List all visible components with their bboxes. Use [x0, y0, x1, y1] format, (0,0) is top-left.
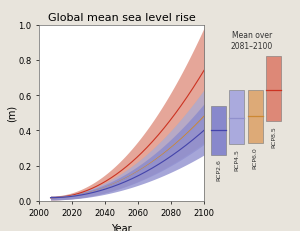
Text: RCP6.0: RCP6.0	[253, 146, 258, 168]
Y-axis label: (m): (m)	[7, 105, 17, 122]
Bar	[248, 90, 263, 143]
Text: RCP2.6: RCP2.6	[216, 159, 221, 181]
Title: Global mean sea level rise: Global mean sea level rise	[48, 13, 195, 23]
Bar	[266, 57, 281, 122]
Bar	[211, 106, 226, 155]
Text: RCP8.5: RCP8.5	[271, 125, 276, 147]
Text: Mean over
2081–2100: Mean over 2081–2100	[231, 31, 273, 51]
X-axis label: Year: Year	[111, 223, 132, 231]
Bar	[230, 90, 244, 145]
Text: RCP4.5: RCP4.5	[235, 148, 239, 170]
